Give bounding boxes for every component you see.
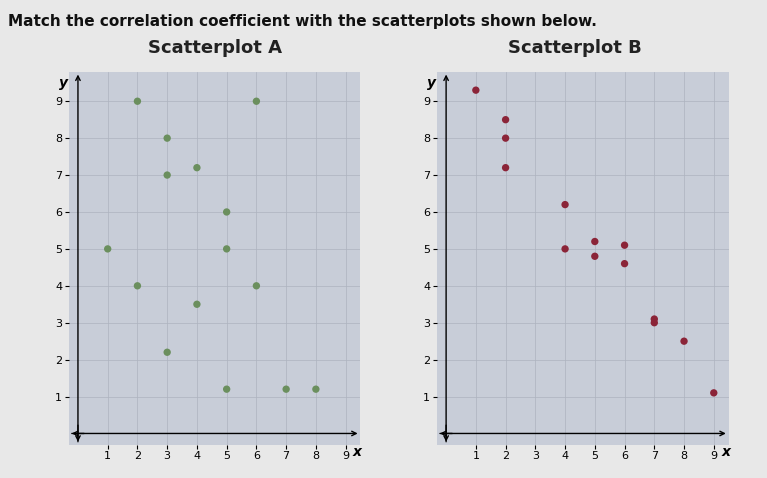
Point [648, 319, 660, 326]
Point [559, 245, 571, 253]
Point [708, 389, 720, 397]
Point [250, 98, 262, 105]
Point [499, 116, 512, 123]
Point [221, 208, 233, 216]
Point [161, 134, 173, 142]
Text: y: y [58, 76, 67, 90]
Point [589, 252, 601, 260]
Point [131, 98, 143, 105]
Text: Scatterplot B: Scatterplot B [509, 39, 642, 57]
Text: x: x [353, 445, 362, 459]
Point [648, 315, 660, 323]
Point [618, 260, 630, 268]
Text: Match the correlation coefficient with the scatterplots shown below.: Match the correlation coefficient with t… [8, 14, 597, 29]
Point [559, 201, 571, 208]
Text: y: y [426, 76, 436, 90]
Point [131, 282, 143, 290]
Point [499, 164, 512, 172]
Point [101, 245, 114, 253]
Point [250, 282, 262, 290]
Point [469, 87, 482, 94]
Point [161, 348, 173, 356]
Point [191, 164, 203, 172]
Point [191, 301, 203, 308]
Text: Scatterplot A: Scatterplot A [148, 39, 281, 57]
Point [310, 385, 322, 393]
Point [221, 385, 233, 393]
Point [618, 241, 630, 249]
Point [589, 238, 601, 245]
Point [499, 134, 512, 142]
Point [161, 171, 173, 179]
Point [678, 337, 690, 345]
Point [221, 245, 233, 253]
Point [280, 385, 292, 393]
Text: x: x [721, 445, 730, 459]
